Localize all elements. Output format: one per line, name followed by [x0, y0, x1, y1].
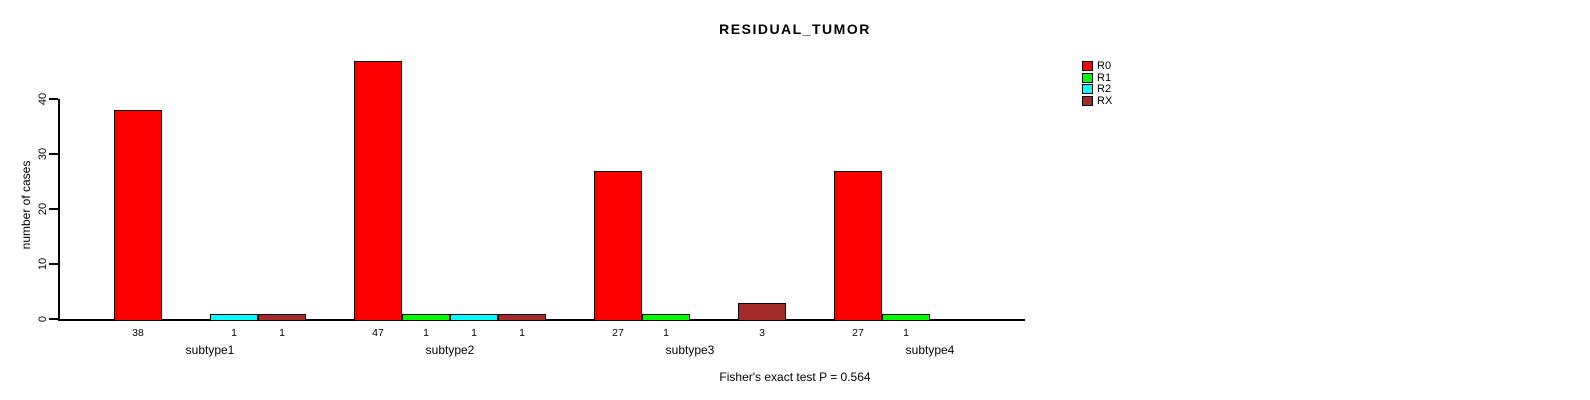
bar-R1-subtype2 — [402, 313, 450, 321]
bar-RX-subtype2 — [498, 313, 546, 321]
y-tick-label: 20 — [37, 202, 49, 216]
bar-value-label: 1 — [279, 327, 285, 339]
legend-label-R2: R2 — [1097, 83, 1112, 96]
legend-swatch-R1 — [1082, 72, 1093, 83]
bar-value-label: 1 — [903, 327, 909, 339]
bar-value-label: 1 — [231, 327, 237, 339]
y-axis-title: number of cases — [19, 160, 33, 250]
bar-value-label: 27 — [612, 327, 624, 339]
bar-R1-subtype3 — [642, 313, 690, 321]
bar-value-label: 47 — [372, 327, 384, 339]
bar-value-label: 3 — [759, 327, 765, 339]
bar-R0-subtype2 — [354, 60, 402, 321]
y-tick-label: 10 — [37, 257, 49, 271]
legend-label-RX: RX — [1097, 95, 1113, 108]
bar-R0-subtype3 — [594, 170, 642, 321]
y-tick — [49, 318, 58, 320]
bar-RX-subtype1 — [258, 313, 306, 321]
y-tick — [49, 263, 58, 265]
bar-R2-subtype1 — [210, 313, 258, 321]
legend-swatch-R0 — [1082, 61, 1093, 71]
bar-RX-subtype3 — [738, 302, 786, 321]
x-category-label: subtype2 — [425, 343, 475, 357]
chart-title: RESIDUAL_TUMOR — [719, 21, 871, 37]
legend-label-R0: R0 — [1097, 60, 1112, 72]
bar-R0-subtype4 — [834, 170, 882, 321]
y-tick — [49, 208, 58, 210]
x-category-label: subtype4 — [905, 343, 955, 357]
y-tick — [49, 153, 58, 155]
fisher-test-caption: Fisher's exact test P = 0.564 — [719, 370, 871, 384]
bar-value-label: 38 — [132, 327, 144, 339]
bar-R1-subtype4 — [882, 313, 930, 321]
bar-value-label: 1 — [471, 327, 477, 339]
x-category-label: subtype1 — [185, 343, 235, 357]
bar-value-label: 27 — [852, 327, 864, 339]
bar-R0-subtype1 — [114, 110, 162, 321]
bar-R2-subtype2 — [450, 313, 498, 321]
legend-label-R1: R1 — [1097, 71, 1112, 84]
legend-swatch-RX — [1082, 96, 1093, 107]
y-tick-label: 40 — [37, 92, 49, 106]
bar-value-label: 1 — [519, 327, 525, 339]
y-tick-label: 30 — [37, 147, 49, 161]
bar-value-label: 1 — [423, 327, 429, 339]
y-tick-label: 0 — [37, 315, 49, 323]
y-axis-line — [58, 99, 60, 321]
x-category-label: subtype3 — [665, 343, 715, 357]
bar-value-label: 1 — [663, 327, 669, 339]
legend-swatch-R2 — [1082, 84, 1093, 95]
y-tick — [49, 98, 58, 100]
